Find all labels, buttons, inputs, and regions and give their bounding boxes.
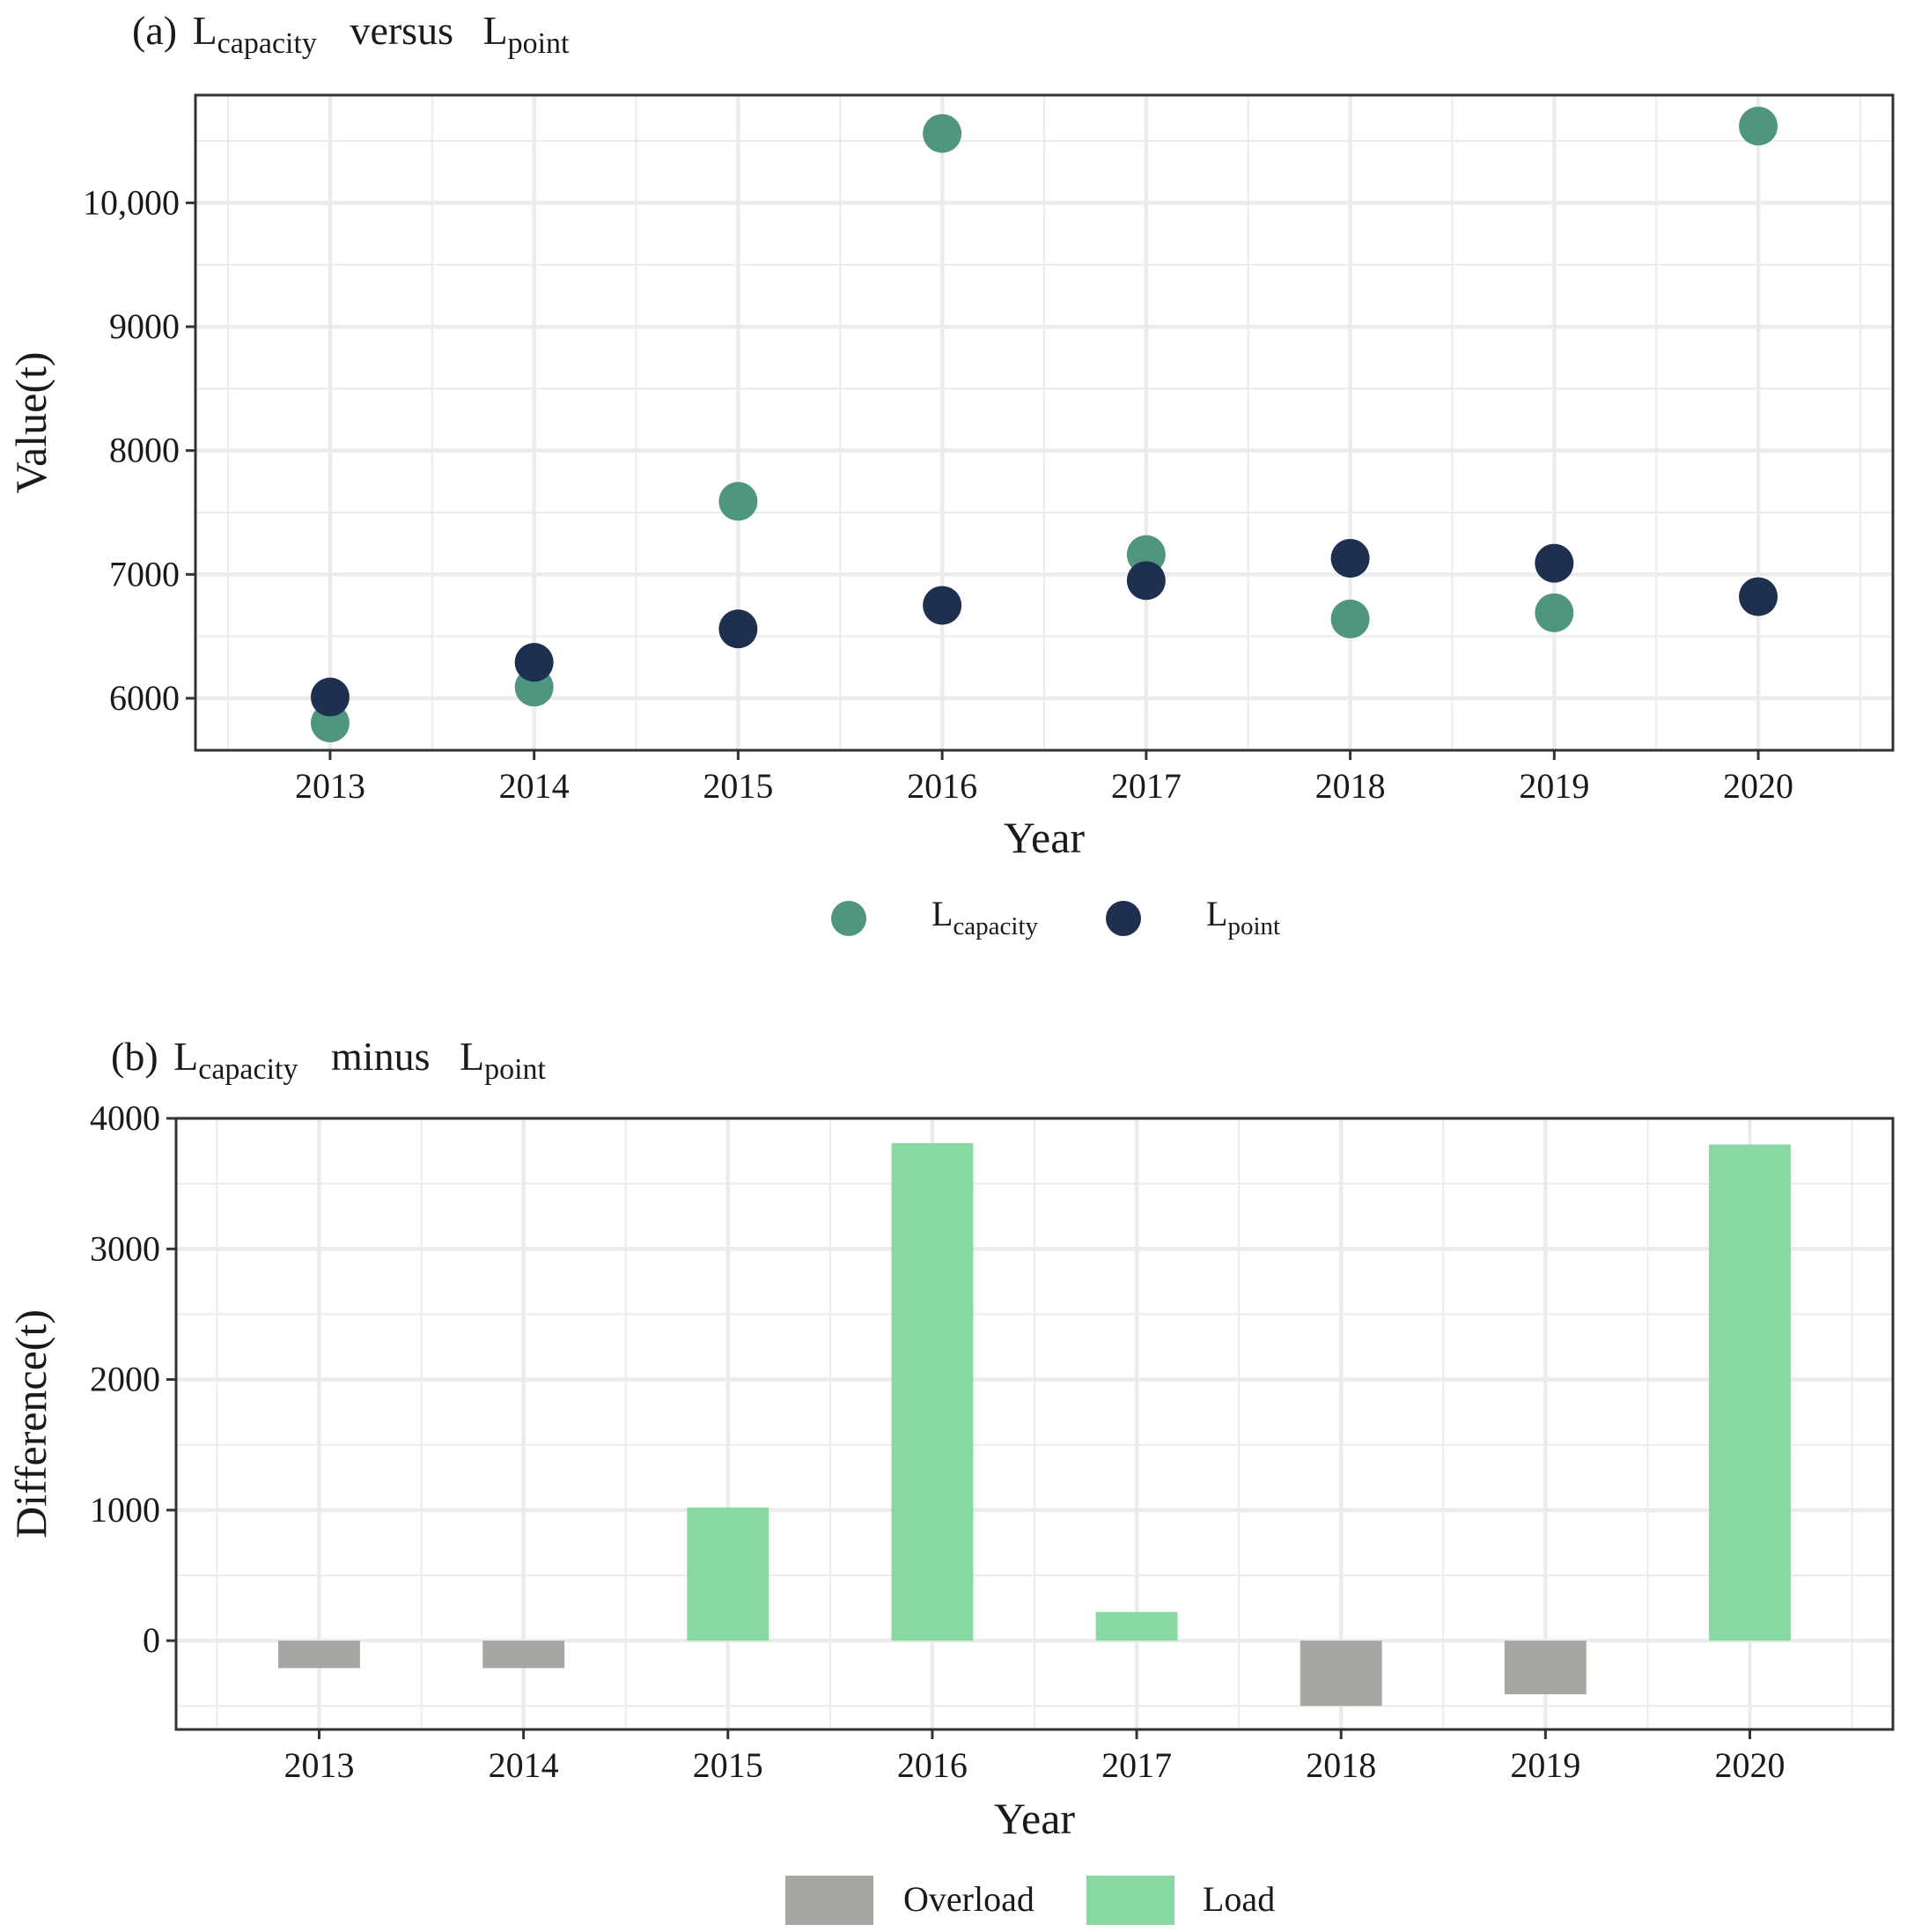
bar-2013: [278, 1641, 360, 1669]
legend-capacity-swatch: [831, 901, 866, 936]
point-point-2013: [310, 677, 350, 717]
bar-2017: [1095, 1611, 1178, 1641]
x-tick-label: 2020: [1715, 1745, 1786, 1785]
y-tick-label: 10,000: [83, 182, 180, 222]
x-tick-label: 2013: [295, 766, 365, 806]
x-tick-label: 2017: [1111, 766, 1182, 806]
x-tick-label: 2015: [693, 1745, 763, 1785]
legend-load-swatch: [1086, 1876, 1174, 1925]
panel-b-plot-frame: [174, 1117, 1895, 1731]
point-capacity-2020: [1739, 107, 1778, 146]
y-tick-label: 4000: [90, 1098, 160, 1138]
bar-2016: [891, 1143, 974, 1641]
bar-2014: [482, 1641, 565, 1669]
x-tick-label: 2014: [489, 1745, 559, 1785]
panel-a-plot-frame: [194, 93, 1895, 752]
panel-b-bars: [278, 1143, 1791, 1707]
panel-a-y-label: Value(t): [6, 351, 55, 493]
point-capacity-2019: [1535, 593, 1574, 632]
panel-b-legend: Overload Load: [785, 1876, 1275, 1925]
x-tick-label: 2014: [499, 766, 570, 806]
x-tick-label: 2016: [907, 766, 977, 806]
legend-capacity-label: Lcapacity: [931, 894, 1039, 940]
y-tick-label: 2000: [90, 1360, 160, 1399]
point-capacity-2018: [1330, 599, 1370, 638]
panel-a: (a) Lcapacity versus Lpoint 6000 7000 8000…: [6, 8, 1895, 940]
y-tick-label: 9000: [109, 306, 180, 346]
point-point-2015: [718, 609, 758, 649]
y-tick-label: 3000: [90, 1228, 160, 1268]
panel-a-gridlines: [195, 95, 1893, 750]
point-point-2019: [1535, 543, 1574, 583]
legend-load-label: Load: [1203, 1879, 1275, 1919]
bar-2018: [1300, 1641, 1382, 1707]
panel-b-y-axis: 0 1000 2000 3000 4000: [90, 1098, 176, 1660]
x-tick-label: 2015: [703, 766, 773, 806]
point-point-2017: [1126, 561, 1166, 601]
legend-overload-label: Overload: [903, 1879, 1034, 1919]
panel-a-x-axis: 2013 2014 2015 2016 2017 2018 2019 2020: [295, 750, 1793, 806]
legend-overload-swatch: [785, 1876, 873, 1925]
y-tick-label: 1000: [90, 1490, 160, 1530]
x-tick-label: 2016: [897, 1745, 968, 1785]
panel-b-y-label: Difference(t): [6, 1309, 55, 1538]
x-tick-label: 2019: [1510, 1745, 1580, 1785]
bar-2019: [1504, 1641, 1587, 1694]
panel-b: (b) Lcapacity minus Lpoint 0 1000 2000 3000…: [6, 1034, 1895, 1925]
panel-b-title: (b) Lcapacity minus Lpoint: [111, 1034, 547, 1088]
x-tick-label: 2018: [1306, 1745, 1376, 1785]
y-tick-label: 6000: [109, 678, 180, 718]
panel-a-title: (a) Lcapacity versus Lpoint: [132, 8, 570, 62]
panel-a-legend: Lcapacity Lpoint: [831, 894, 1280, 940]
x-tick-label: 2017: [1101, 1745, 1172, 1785]
bar-2015: [687, 1507, 769, 1641]
y-tick-label: 8000: [109, 431, 180, 470]
legend-point-swatch: [1106, 901, 1141, 936]
point-point-2018: [1330, 539, 1370, 579]
x-tick-label: 2019: [1519, 766, 1589, 806]
bar-2020: [1709, 1144, 1791, 1641]
x-tick-label: 2013: [284, 1745, 355, 1785]
point-point-2020: [1739, 577, 1778, 616]
y-tick-label: 7000: [109, 554, 180, 594]
panel-a-points: [310, 107, 1778, 743]
x-tick-label: 2018: [1315, 766, 1386, 806]
point-point-2014: [514, 643, 554, 682]
panel-a-y-axis: 6000 7000 8000 9000 10,000: [83, 182, 195, 718]
point-capacity-2016: [923, 114, 962, 153]
point-point-2016: [923, 586, 962, 625]
y-tick-label: 0: [143, 1620, 160, 1660]
x-tick-label: 2020: [1723, 766, 1793, 806]
legend-point-label: Lpoint: [1206, 894, 1280, 940]
point-capacity-2015: [718, 482, 758, 521]
panel-b-x-label: Year: [994, 1794, 1075, 1843]
panel-a-x-label: Year: [1004, 813, 1085, 862]
panel-b-x-axis: 2013 2014 2015 2016 2017 2018 2019 2020: [284, 1729, 1786, 1785]
